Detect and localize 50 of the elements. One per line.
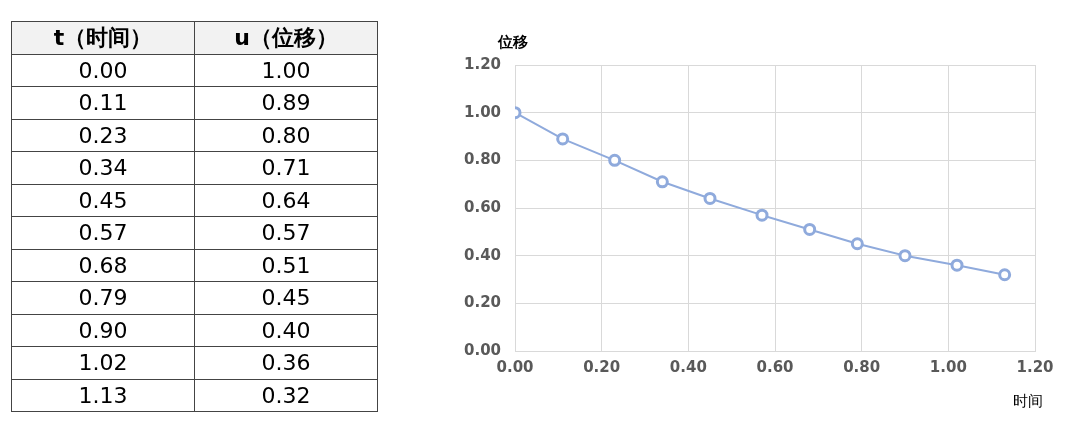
text: 0.45 <box>194 281 378 314</box>
text: 0.57 <box>11 216 195 249</box>
y-tick-label: 0.20 <box>463 293 502 312</box>
text: 0.23 <box>11 119 195 152</box>
text: 0.57 <box>194 216 378 249</box>
text: 1.00 <box>194 54 378 87</box>
text: 0.36 <box>194 346 378 379</box>
y-axis-title: 位移 <box>497 33 528 52</box>
text: 0.00 <box>11 54 195 87</box>
text: 0.80 <box>194 119 378 152</box>
text: 0.45 <box>11 184 195 217</box>
point <box>898 249 912 263</box>
x-tick-label: 0.20 <box>583 357 621 376</box>
x-tick-label: 0.80 <box>843 357 881 376</box>
text: 0.89 <box>194 86 378 119</box>
text: 0.51 <box>194 249 378 282</box>
point <box>608 153 622 167</box>
x-tick-label: 0.00 <box>496 357 534 376</box>
text: 0.90 <box>11 314 195 347</box>
text: 0.11 <box>11 86 195 119</box>
point <box>803 222 817 236</box>
x-tick-label: 0.60 <box>756 357 794 376</box>
text: 0.40 <box>194 314 378 347</box>
x-tick-label: 1.00 <box>929 357 967 376</box>
text: 0.68 <box>11 249 195 282</box>
point <box>850 237 864 251</box>
x-tick-label: 0.40 <box>669 357 707 376</box>
text: u（位移） <box>194 21 378 54</box>
x-axis-title: 时间 <box>1013 392 1043 411</box>
text: t（时间） <box>11 21 195 54</box>
text: 0.64 <box>194 184 378 217</box>
y-tick-label: 0.00 <box>463 340 502 359</box>
text: 0.32 <box>194 379 378 412</box>
y-tick-label: 0.80 <box>463 150 502 169</box>
y-tick-label: 1.20 <box>463 54 502 73</box>
point <box>950 258 964 272</box>
point <box>556 132 570 146</box>
point <box>703 191 717 205</box>
text: 0.71 <box>194 151 378 184</box>
text: 0.34 <box>11 151 195 184</box>
point <box>655 175 669 189</box>
text: 1.02 <box>11 346 195 379</box>
point <box>755 208 769 222</box>
x-tick-label: 1.20 <box>1016 357 1054 376</box>
text: 0.79 <box>11 281 195 314</box>
y-tick-label: 0.40 <box>463 245 502 264</box>
point <box>998 268 1012 282</box>
y-tick-label: 1.00 <box>463 102 502 121</box>
y-tick-label: 0.60 <box>463 197 502 216</box>
text: 1.13 <box>11 379 195 412</box>
